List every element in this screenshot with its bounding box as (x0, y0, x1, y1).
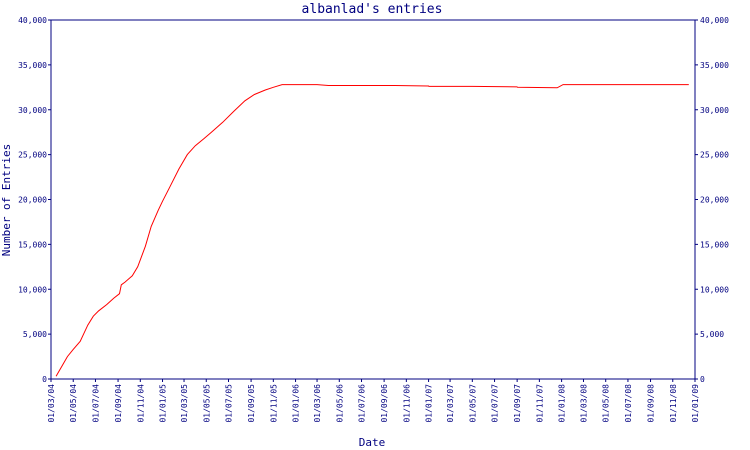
x-tick-label: 01/09/06 (380, 384, 389, 423)
y-tick-label-left: 20,000 (18, 196, 47, 205)
x-tick-label: 01/03/08 (579, 384, 588, 423)
x-tick-label: 01/01/05 (159, 384, 168, 423)
x-tick-label: 01/09/08 (647, 384, 656, 423)
x-tick-label: 01/05/05 (202, 384, 211, 423)
chart-title: albanlad's entries (302, 2, 443, 17)
x-axis-label: Date (359, 436, 386, 449)
x-tick-label: 01/11/05 (269, 384, 278, 423)
y-tick-label-right: 30,000 (700, 106, 729, 115)
y-ticks-right: 0 5,000 10,000 15,000 20,000 25,000 30,000 35,0… (695, 16, 729, 384)
x-tick-label: 01/01/09 (691, 384, 700, 423)
y-tick-label-right: 10,000 (700, 285, 729, 294)
x-tick-label: 01/07/08 (624, 384, 633, 423)
y-tick-label-left: 30,000 (18, 106, 47, 115)
y-tick-label-right: 0 (700, 375, 705, 384)
x-tick-label: 01/03/04 (47, 384, 56, 423)
y-tick-label-left: 10,000 (18, 285, 47, 294)
x-tick-label: 01/01/08 (558, 384, 567, 423)
y-tick-label-right: 25,000 (700, 151, 729, 160)
x-tick-label: 01/03/06 (313, 384, 322, 423)
x-tick-label: 01/01/07 (425, 384, 434, 423)
y-axis-label: Number of Entries (0, 144, 13, 257)
x-tick-label: 01/03/07 (446, 384, 455, 423)
y-ticks-left: 0 5,000 10,000 15,000 20,000 25,000 30,000 35,0… (18, 16, 51, 384)
x-tick-label: 01/09/04 (114, 384, 123, 423)
y-tick-label-left: 15,000 (18, 240, 47, 249)
x-ticks: 01/03/04 01/05/04 01/07/04 01/09/04 01/11/04… (47, 379, 700, 423)
x-tick-label: 01/11/08 (669, 384, 678, 423)
y-tick-label-left: 5,000 (23, 330, 47, 339)
x-tick-label: 01/01/06 (292, 384, 301, 423)
x-tick-label: 01/07/07 (491, 384, 500, 423)
y-tick-label-left: 40,000 (18, 16, 47, 25)
x-tick-label: 01/09/05 (247, 384, 256, 423)
x-tick-label: 01/03/05 (180, 384, 189, 423)
x-tick-label: 01/11/04 (136, 384, 145, 423)
y-tick-label-right: 20,000 (700, 196, 729, 205)
y-tick-label-right: 35,000 (700, 61, 729, 70)
x-tick-label: 01/11/07 (535, 384, 544, 423)
x-tick-label: 01/05/04 (69, 384, 78, 423)
y-tick-label-left: 25,000 (18, 151, 47, 160)
y-tick-label-right: 15,000 (700, 240, 729, 249)
x-tick-label: 01/07/06 (358, 384, 367, 423)
y-tick-label-left: 0 (42, 375, 47, 384)
y-tick-label-left: 35,000 (18, 61, 47, 70)
y-tick-label-right: 40,000 (700, 16, 729, 25)
y-tick-label-right: 5,000 (700, 330, 724, 339)
x-tick-label: 01/07/04 (91, 384, 100, 423)
x-tick-label: 01/11/06 (402, 384, 411, 423)
x-tick-label: 01/09/07 (513, 384, 522, 423)
x-tick-label: 01/05/08 (602, 384, 611, 423)
plot-frame (50, 19, 696, 380)
x-tick-label: 01/05/07 (468, 384, 477, 423)
x-tick-label: 01/07/05 (224, 384, 233, 423)
series-line-entries (55, 84, 689, 377)
x-tick-label: 01/05/06 (335, 384, 344, 423)
